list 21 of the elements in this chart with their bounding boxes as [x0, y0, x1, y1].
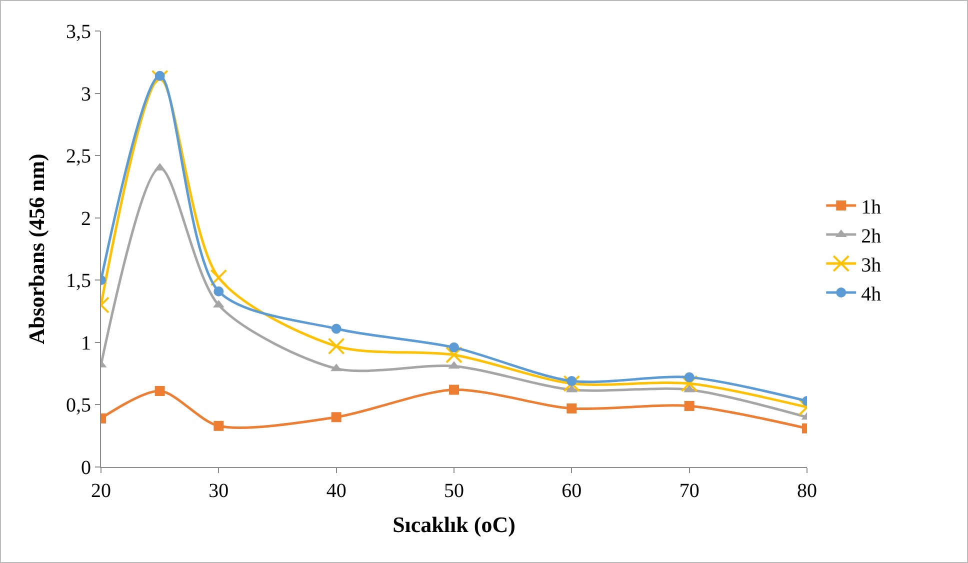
- x-tick-label: 30: [208, 480, 229, 502]
- y-tick-label: 1,5: [66, 270, 91, 292]
- x-tick-label: 40: [326, 480, 346, 502]
- x-tick-label: 20: [91, 480, 111, 502]
- y-tick-label: 0,5: [66, 394, 91, 417]
- x-tick-label: 70: [679, 480, 700, 502]
- x-tick-label: 80: [797, 480, 817, 502]
- y-tick-label: 3: [81, 83, 91, 106]
- legend-label: 2h: [861, 225, 882, 248]
- legend-label: 1h: [861, 196, 882, 218]
- y-tick-label: 2: [81, 208, 91, 230]
- x-tick-label: 60: [562, 480, 582, 502]
- y-tick-label: 3,5: [66, 21, 91, 43]
- y-axis-title: Absorbans (456 nm): [24, 154, 49, 344]
- y-tick-label: 0: [81, 457, 91, 479]
- x-tick-label: 50: [444, 480, 464, 502]
- y-tick-label: 2,5: [66, 146, 91, 168]
- legend-label: 4h: [861, 283, 882, 306]
- legend-label: 3h: [861, 254, 882, 276]
- y-tick-label: 1: [81, 332, 91, 354]
- x-axis-title: Sıcaklık (oC): [392, 512, 516, 537]
